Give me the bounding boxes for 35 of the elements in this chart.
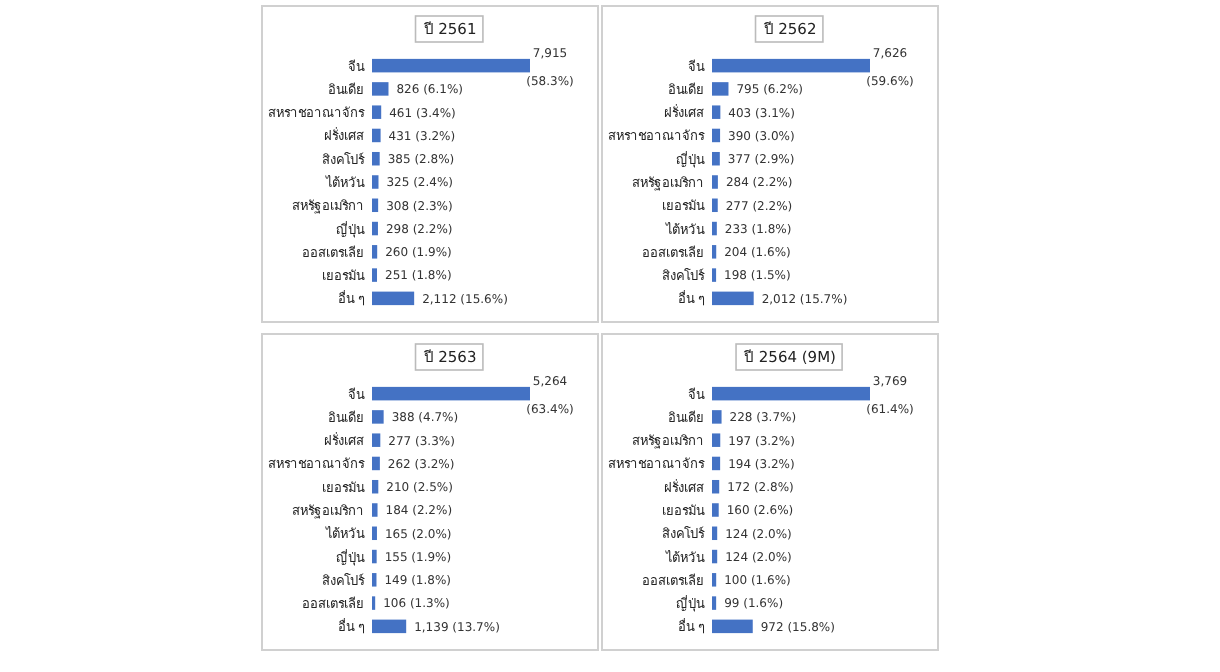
bar xyxy=(712,386,870,401)
bar xyxy=(372,410,384,424)
bar xyxy=(372,291,415,306)
bar xyxy=(372,175,379,189)
bar xyxy=(712,291,754,306)
bar xyxy=(712,82,729,96)
bar xyxy=(372,433,381,447)
bar xyxy=(712,526,718,541)
bar xyxy=(372,479,379,494)
bar xyxy=(712,198,718,213)
bar xyxy=(712,479,720,494)
bar xyxy=(372,245,378,259)
bar xyxy=(372,386,530,401)
bar xyxy=(712,549,718,564)
bar xyxy=(712,151,720,166)
bar xyxy=(712,410,722,424)
bar xyxy=(712,433,721,447)
bar xyxy=(372,503,378,517)
bar xyxy=(372,105,382,119)
bar xyxy=(372,58,530,73)
bar xyxy=(372,619,407,634)
bar xyxy=(372,268,378,282)
bar xyxy=(372,456,380,471)
bar xyxy=(712,58,870,73)
bar xyxy=(372,128,381,143)
bar xyxy=(712,105,721,119)
bar xyxy=(372,82,389,96)
bar xyxy=(712,503,719,517)
bar xyxy=(712,456,721,471)
bar xyxy=(372,221,378,236)
bar xyxy=(712,175,718,189)
bar xyxy=(712,128,721,143)
bar xyxy=(372,151,380,166)
bar xyxy=(372,198,379,213)
bar xyxy=(712,619,753,634)
